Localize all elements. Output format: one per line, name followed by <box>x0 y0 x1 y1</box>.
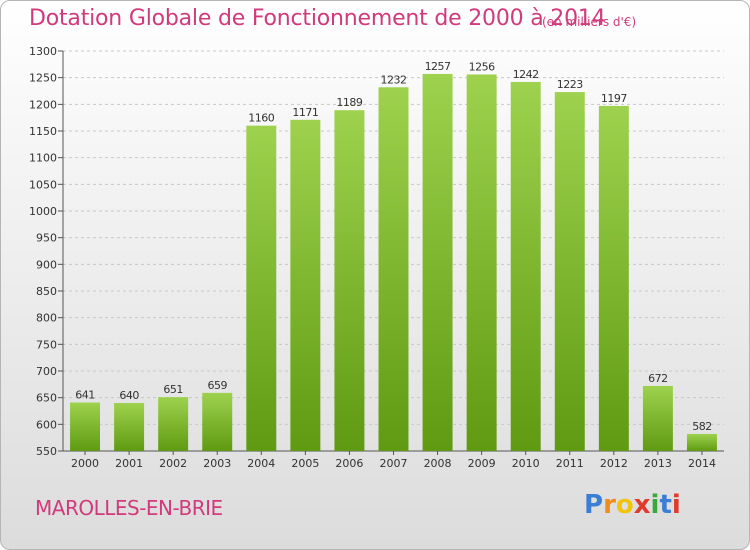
x-tick-label: 2000 <box>71 457 99 470</box>
y-tick-label: 800 <box>36 312 57 325</box>
data-label: 582 <box>692 420 712 433</box>
y-tick-label: 1250 <box>29 72 57 85</box>
chart-title: Dotation Globale de Fonctionnement de 20… <box>29 6 606 31</box>
x-tick-label: 2010 <box>512 457 540 470</box>
bar-2007 <box>378 87 409 452</box>
x-tick-label: 2006 <box>335 457 363 470</box>
bar-2003 <box>202 392 233 451</box>
x-tick-label: 2002 <box>159 457 187 470</box>
data-label: 659 <box>207 379 227 392</box>
x-tick-label: 2009 <box>468 457 496 470</box>
y-tick-label: 700 <box>36 365 57 378</box>
bar-2008 <box>422 73 453 451</box>
bar-2009 <box>466 74 497 451</box>
chart-unit-label: (en milliers d'€) <box>542 15 637 29</box>
logo-letter: P <box>584 490 604 520</box>
x-tick-label: 2005 <box>291 457 319 470</box>
data-label: 1189 <box>336 96 362 109</box>
data-label: 1232 <box>381 73 407 86</box>
bar-2013 <box>642 385 673 451</box>
x-tick-label: 2008 <box>424 457 452 470</box>
y-tick-label: 900 <box>36 258 57 271</box>
bars <box>70 73 717 452</box>
bar-2014 <box>686 433 717 451</box>
bar-2012 <box>598 105 629 451</box>
y-tick-label: 550 <box>36 445 57 458</box>
bar-2006 <box>334 110 365 451</box>
logo-letter: o <box>615 490 634 520</box>
y-tick-label: 1100 <box>29 152 57 165</box>
y-tick-label: 950 <box>36 232 57 245</box>
x-tick-label: 2014 <box>688 457 716 470</box>
bar-2010 <box>510 81 541 451</box>
x-tick-label: 2007 <box>380 457 408 470</box>
bar-2004 <box>246 125 277 452</box>
y-tick-label: 650 <box>36 392 57 405</box>
data-label: 1242 <box>513 68 539 81</box>
data-label: 1257 <box>425 60 451 73</box>
logo-letter: x <box>633 490 651 520</box>
x-tick-label: 2012 <box>600 457 628 470</box>
logo-letter: r <box>603 490 616 520</box>
data-label: 640 <box>119 389 139 402</box>
x-tick-label: 2001 <box>115 457 143 470</box>
bar-2011 <box>554 92 585 452</box>
bar-2000 <box>70 402 101 451</box>
data-label: 1171 <box>292 106 318 119</box>
data-label: 672 <box>648 372 668 385</box>
data-label: 1197 <box>601 92 627 105</box>
x-tick-label: 2011 <box>556 457 584 470</box>
data-labels: 641 640 651 659 1160 1171 1189 1232 1257 1256 1242… <box>75 60 712 433</box>
y-tick-label: 1300 <box>29 45 57 58</box>
bar-2002 <box>158 397 189 451</box>
bar-2005 <box>290 119 321 452</box>
logo-letter: i <box>671 490 681 520</box>
y-tick-label: 600 <box>36 418 57 431</box>
y-tick-label: 1050 <box>29 178 57 191</box>
y-tick-label: 750 <box>36 338 57 351</box>
y-tick-labels: 550 600 650 700 750 800 850 900 950 1000 1050 1100 1… <box>29 45 57 458</box>
x-tick-label: 2013 <box>644 457 672 470</box>
data-label: 1256 <box>469 60 495 73</box>
data-label: 641 <box>75 388 95 401</box>
bar-2001 <box>114 403 145 451</box>
y-tick-label: 1150 <box>29 125 57 138</box>
x-tick-label: 2003 <box>203 457 231 470</box>
data-label: 651 <box>163 383 183 396</box>
y-tick-label: 850 <box>36 285 57 298</box>
commune-name: MAROLLES-EN-BRIE <box>35 496 223 520</box>
logo-letter: i <box>650 490 660 520</box>
proxiti-logo: Proxiti <box>584 490 681 520</box>
data-label: 1160 <box>248 112 274 125</box>
y-tick-label: 1200 <box>29 98 57 111</box>
logo-letter: t <box>659 490 672 520</box>
y-tick-label: 1000 <box>29 205 57 218</box>
x-tick-labels: 2000 2001 2002 2003 2004 2005 2006 2007 2008 2009… <box>71 457 716 470</box>
x-tick-label: 2004 <box>247 457 275 470</box>
data-label: 1223 <box>557 78 583 91</box>
